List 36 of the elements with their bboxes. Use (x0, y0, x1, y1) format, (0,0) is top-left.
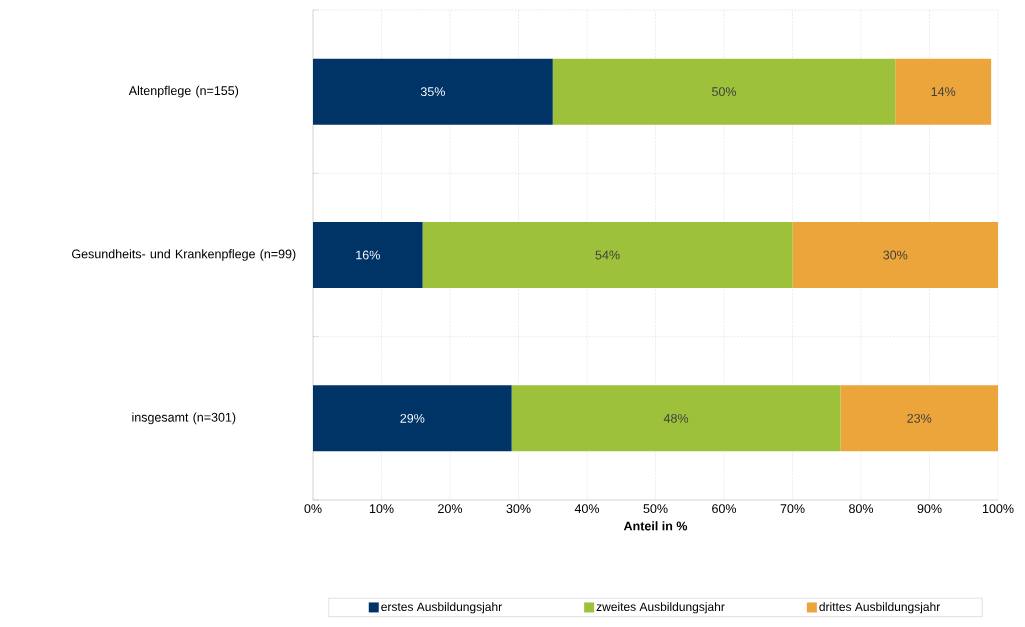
x-tick-label: 40% (574, 504, 600, 514)
x-axis-title: Anteil in % (623, 521, 688, 531)
x-tick-label: 90% (917, 504, 942, 514)
x-tick-label: 60% (712, 504, 737, 514)
y-tick-label: Gesundheits- und Krankenpflege (n=99) (72, 249, 296, 261)
data-label: 29% (400, 413, 425, 423)
data-label: 50% (712, 87, 737, 97)
bar (792, 222, 999, 288)
bar (840, 385, 999, 452)
bar (895, 58, 992, 125)
y-tick-label: insgesamt (n=301) (132, 412, 236, 425)
data-label: 23% (907, 413, 932, 423)
x-tick-label: 70% (780, 504, 805, 514)
data-label: 35% (420, 87, 445, 97)
y-tick-label: Altenpflege (n=155) (128, 85, 239, 98)
data-label: 16% (356, 250, 380, 260)
x-tick-label: 30% (506, 504, 531, 514)
bar (511, 385, 841, 452)
data-label: 54% (595, 250, 620, 260)
legend-label: erstes Ausbildungsjahr (381, 602, 502, 614)
x-tick-label: 0% (304, 504, 322, 514)
bar (422, 222, 793, 288)
legend-label: zweites Ausbildungsjahr (596, 602, 725, 614)
data-label: 14% (931, 87, 956, 97)
data-label: 48% (663, 413, 689, 423)
x-tick-label: 50% (643, 504, 668, 514)
bar (313, 385, 512, 452)
x-tick-label: 20% (438, 504, 463, 514)
x-tick-label: 10% (369, 504, 394, 514)
data-label: 30% (883, 250, 908, 260)
bar (313, 222, 423, 288)
legend-label: drittes Ausbildungsjahr (819, 602, 941, 614)
bar (552, 58, 896, 125)
bar (313, 58, 553, 125)
x-tick-label: 100% (982, 504, 1014, 514)
x-tick-label: 80% (849, 504, 874, 514)
